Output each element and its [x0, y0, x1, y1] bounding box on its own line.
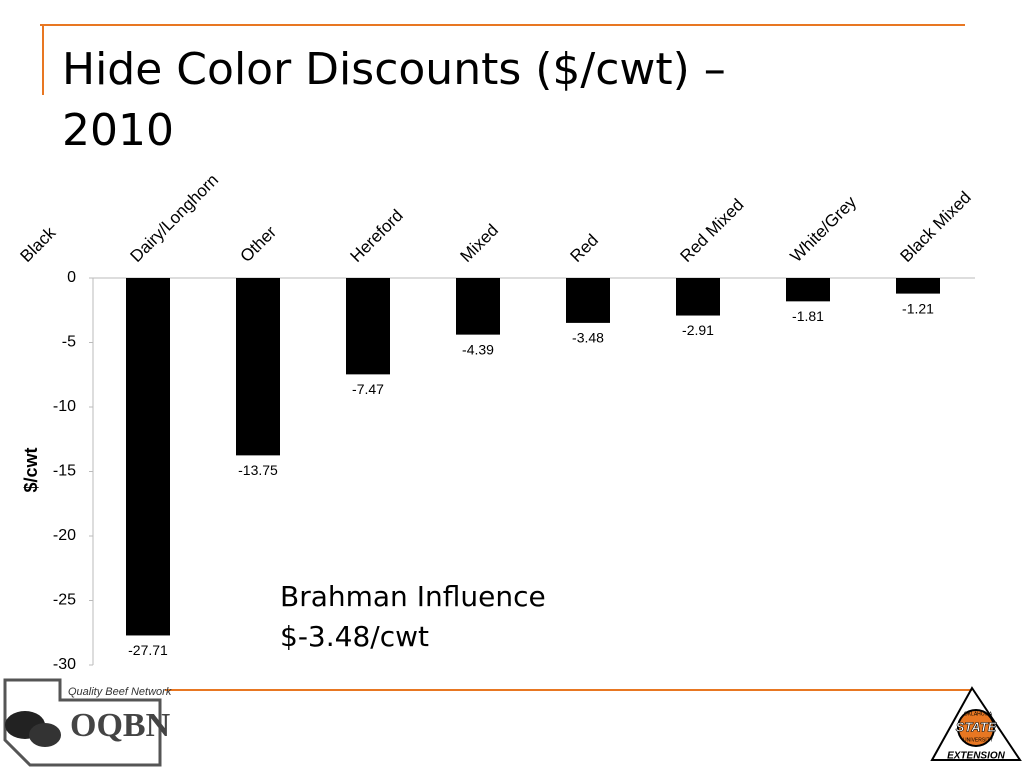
bar [786, 278, 830, 302]
data-label: -13.75 [238, 462, 278, 478]
x-tick-label: Other [237, 222, 281, 266]
logo-text: EXTENSION [947, 751, 1006, 762]
x-tick-label: Black Mixed [897, 188, 975, 266]
x-tick-label: White/Grey [787, 192, 861, 266]
oqbn-logo: Quality Beef Network OQBN [3, 678, 172, 767]
bar [346, 278, 390, 375]
y-axis-label: $/cwt [21, 447, 41, 492]
bar [456, 278, 500, 335]
y-tick-label: -15 [53, 463, 76, 480]
data-label: -1.81 [792, 308, 824, 324]
title-line: Hide Color Discounts ($/cwt) – [62, 44, 726, 95]
data-label: -3.48 [572, 330, 604, 346]
logo-text: OKLAHOMA [964, 711, 993, 717]
osu-logo: OKLAHOMA STATE UNIVERSITY EXTENSION [930, 686, 1022, 762]
logo-text: STATE [956, 719, 997, 734]
data-label: -27.71 [128, 642, 168, 658]
bar [126, 278, 170, 636]
data-label: -7.47 [352, 381, 384, 397]
x-tick-label: Black [17, 223, 60, 266]
x-tick-label: Red [567, 231, 602, 266]
x-tick-label: Dairy/Longhorn [127, 170, 223, 266]
logo-text: OQBN [70, 707, 171, 744]
y-tick-label: -20 [53, 527, 76, 544]
x-tick-label: Hereford [347, 206, 407, 266]
data-label: -4.39 [462, 341, 494, 357]
annotation: $-3.48/cwt [280, 620, 429, 653]
x-tick-label: Red Mixed [677, 195, 748, 266]
bar [896, 278, 940, 294]
bar [566, 278, 610, 323]
bar [236, 278, 280, 456]
bar [676, 278, 720, 316]
y-tick-label: -10 [53, 398, 76, 415]
title-line: 2010 [62, 105, 174, 156]
annotation: Brahman Influence [280, 580, 546, 613]
y-tick-label: -30 [53, 656, 76, 673]
y-tick-label: 0 [67, 269, 76, 286]
data-label: -2.91 [682, 322, 714, 338]
logo-text: Quality Beef Network [68, 686, 172, 698]
y-tick-label: -5 [62, 334, 76, 351]
logo-text: UNIVERSITY [963, 737, 994, 743]
y-tick-label: -25 [53, 592, 76, 609]
x-tick-label: Mixed [457, 220, 503, 266]
data-label: -1.21 [902, 300, 934, 316]
